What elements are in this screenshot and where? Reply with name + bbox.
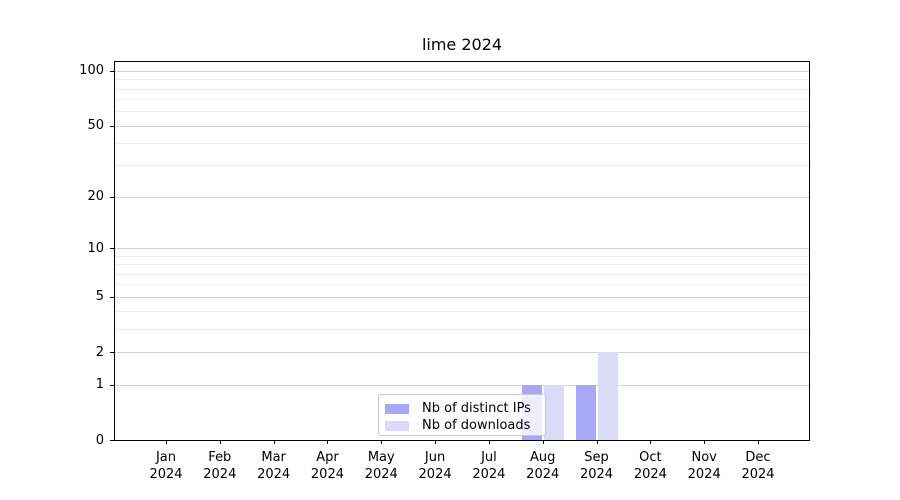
x-tick-mark — [488, 440, 490, 444]
gridline-minor — [115, 311, 809, 313]
gridline-major — [115, 352, 809, 354]
x-tick-mark — [273, 440, 275, 444]
x-tick-year: 2024 — [633, 467, 667, 482]
x-tick-label: Oct 2024 — [619, 449, 681, 483]
x-tick-year: 2024 — [579, 467, 614, 482]
y-tick-mark — [110, 384, 114, 386]
plot-area — [114, 61, 810, 441]
x-tick-label: Mar 2024 — [243, 449, 305, 483]
gridline-minor — [115, 329, 809, 331]
x-tick-mark — [704, 440, 706, 444]
gridline-major — [115, 70, 809, 72]
gridline-minor — [115, 143, 809, 145]
x-tick-mark — [166, 440, 167, 444]
x-tick-label: Feb 2024 — [189, 449, 251, 483]
bar-downloads — [597, 352, 618, 440]
x-tick-year: 2024 — [741, 467, 775, 482]
x-tick-year: 2024 — [257, 467, 291, 482]
gridline-minor — [115, 99, 809, 101]
y-tick-mark — [110, 125, 114, 127]
y-tick-mark — [110, 196, 114, 198]
legend-label-downloads: Nb of downloads — [422, 418, 531, 433]
x-tick-label: Jan 2024 — [135, 449, 197, 483]
x-tick-label: Jun 2024 — [404, 449, 466, 483]
x-tick-mark — [435, 440, 437, 444]
gridline-minor — [115, 264, 809, 266]
gridline-minor — [115, 165, 809, 167]
y-tick-mark — [110, 440, 114, 441]
bar-distinct-ips — [575, 384, 596, 440]
legend-swatch-distinct-ips — [385, 403, 409, 414]
y-tick-mark — [110, 296, 114, 298]
x-tick-label: Dec 2024 — [727, 449, 789, 483]
x-tick-year: 2024 — [526, 467, 560, 482]
y-tick-label: 1 — [95, 377, 104, 393]
y-tick-label: 50 — [87, 118, 104, 134]
y-tick-label: 100 — [79, 63, 104, 79]
gridline-minor — [115, 273, 809, 275]
x-tick-label: Apr 2024 — [296, 449, 358, 483]
x-tick-label: Sep 2024 — [566, 449, 628, 483]
x-tick-label: Jul 2024 — [458, 449, 520, 483]
x-tick-label: Nov 2024 — [673, 449, 735, 483]
y-tick-label: 5 — [95, 289, 104, 305]
legend: Nb of distinct IPs Nb of downloads — [378, 394, 546, 436]
gridline-major — [115, 296, 809, 298]
x-tick-year: 2024 — [472, 467, 506, 482]
y-tick-label: 20 — [87, 189, 104, 205]
gridline-major — [115, 384, 809, 386]
x-tick-mark — [650, 440, 652, 444]
bar-downloads — [543, 384, 564, 440]
y-tick-label: 10 — [87, 240, 104, 256]
chart-title: lime 2024 — [421, 35, 503, 54]
x-tick-year: 2024 — [364, 467, 398, 482]
x-tick-mark — [758, 440, 759, 444]
y-tick-mark — [110, 352, 114, 354]
legend-label-distinct-ips: Nb of distinct IPs — [422, 401, 531, 416]
x-tick-year: 2024 — [418, 467, 452, 482]
y-tick-label: 2 — [95, 344, 104, 360]
gridline-minor — [115, 79, 809, 81]
gridline-major — [115, 248, 809, 250]
y-tick-mark — [110, 248, 114, 250]
gridline-minor — [115, 255, 809, 257]
x-tick-mark — [542, 440, 544, 444]
x-tick-year: 2024 — [203, 467, 237, 482]
gridline-major — [115, 125, 809, 127]
x-tick-mark — [327, 440, 329, 444]
x-tick-year: 2024 — [310, 467, 344, 482]
legend-swatch-downloads — [385, 420, 409, 431]
x-tick-mark — [219, 440, 221, 444]
x-tick-mark — [381, 440, 383, 444]
y-tick-mark — [110, 70, 114, 72]
gridline-major — [115, 196, 809, 198]
gridline-minor — [115, 88, 809, 90]
x-tick-year: 2024 — [687, 467, 721, 482]
legend-item-distinct-ips: Nb of distinct IPs — [385, 400, 539, 417]
x-tick-mark — [596, 440, 598, 444]
gridline-minor — [115, 111, 809, 113]
x-tick-label: May 2024 — [350, 449, 412, 483]
x-tick-label: Aug 2024 — [512, 449, 574, 483]
x-tick-year: 2024 — [149, 467, 183, 482]
y-tick-label: 0 — [95, 432, 104, 448]
legend-item-downloads: Nb of downloads — [385, 417, 539, 434]
gridline-minor — [115, 284, 809, 286]
